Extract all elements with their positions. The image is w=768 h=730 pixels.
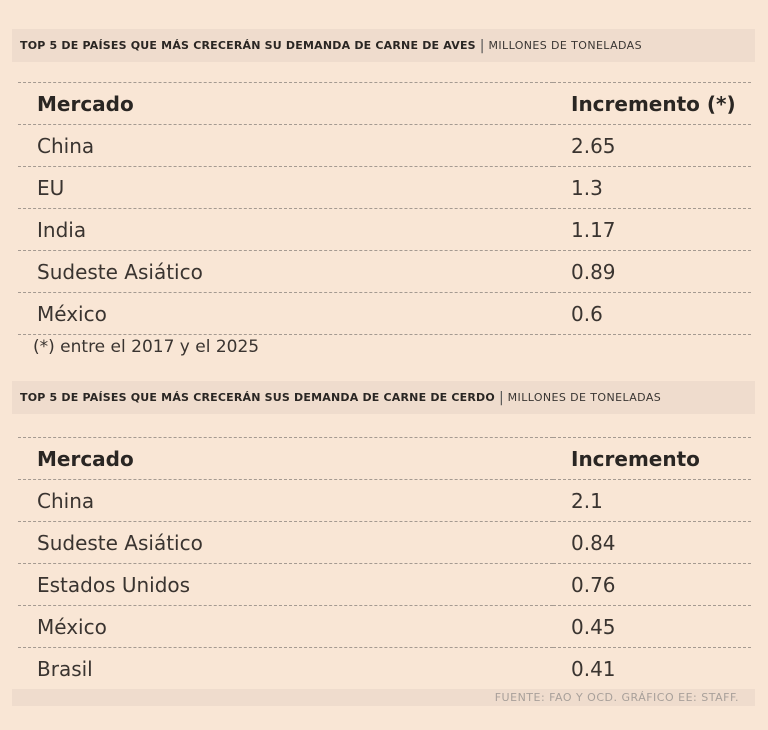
footnote: (*) entre el 2017 y el 2025: [33, 337, 260, 357]
value-cell: 1.3: [553, 166, 751, 209]
market-cell: China: [18, 479, 553, 522]
value-cell: 0.76: [553, 563, 751, 606]
value-cell: 0.41: [571, 656, 616, 681]
table-row: China 2.1: [18, 479, 751, 522]
table-row: México 0.45: [18, 605, 751, 648]
market-cell: México: [18, 605, 553, 648]
table-row: Sudeste Asiático 0.89: [18, 250, 751, 293]
market-cell: China: [18, 124, 553, 167]
table-row: EU 1.3: [18, 166, 751, 209]
market-cell: Estados Unidos: [18, 563, 553, 606]
column-header-increment: Incremento (*): [553, 82, 751, 125]
table-2-title: TOP 5 DE PAÍSES QUE MÁS CRECERÁN SUS DEM…: [20, 391, 495, 404]
table-row: Brasil 0.41: [18, 648, 751, 690]
table-row: Sudeste Asiático 0.84: [18, 521, 751, 564]
table-header-row: Mercado Incremento (*): [18, 82, 751, 125]
table-row: Estados Unidos 0.76: [18, 563, 751, 606]
market-cell: México: [18, 292, 553, 335]
table-row: México 0.6: [18, 292, 751, 335]
value-cell: 2.65: [553, 124, 751, 167]
table-row: China 2.65: [18, 124, 751, 167]
column-header-increment: Incremento: [553, 437, 751, 480]
column-header-market: Mercado: [18, 82, 553, 125]
value-cell: 0.89: [553, 250, 751, 293]
column-header-market: Mercado: [18, 437, 553, 480]
table-2-header: TOP 5 DE PAÍSES QUE MÁS CRECERÁN SUS DEM…: [12, 381, 755, 414]
table-1: Mercado Incremento (*) China 2.65 EU 1.3…: [18, 82, 751, 335]
table-1-header: TOP 5 DE PAÍSES QUE MÁS CRECERÁN SU DEMA…: [12, 29, 755, 62]
source-bar: FUENTE: FAO Y OCD. GRÁFICO EE: STAFF.: [12, 689, 755, 706]
header-separator: |: [498, 389, 504, 406]
value-cell: 0.84: [553, 521, 751, 564]
table-2: Mercado Incremento China 2.1 Sudeste Asi…: [18, 437, 751, 689]
value-cell: 0.6: [553, 292, 751, 335]
table-1-title: TOP 5 DE PAÍSES QUE MÁS CRECERÁN SU DEMA…: [20, 39, 476, 52]
value-cell: 2.1: [553, 479, 751, 522]
value-cell: 1.17: [553, 208, 751, 251]
market-cell: Brasil: [37, 656, 93, 681]
table-row: India 1.17: [18, 208, 751, 251]
market-cell: Sudeste Asiático: [18, 521, 553, 564]
source-credit: FUENTE: FAO Y OCD. GRÁFICO EE: STAFF.: [494, 691, 739, 704]
market-cell: EU: [18, 166, 553, 209]
value-cell: 0.45: [553, 605, 751, 648]
market-cell: India: [18, 208, 553, 251]
table-header-row: Mercado Incremento: [18, 437, 751, 480]
header-separator: |: [479, 37, 485, 54]
table-2-unit: MILLONES DE TONELADAS: [507, 391, 662, 404]
market-cell: Sudeste Asiático: [18, 250, 553, 293]
table-1-unit: MILLONES DE TONELADAS: [488, 39, 642, 52]
